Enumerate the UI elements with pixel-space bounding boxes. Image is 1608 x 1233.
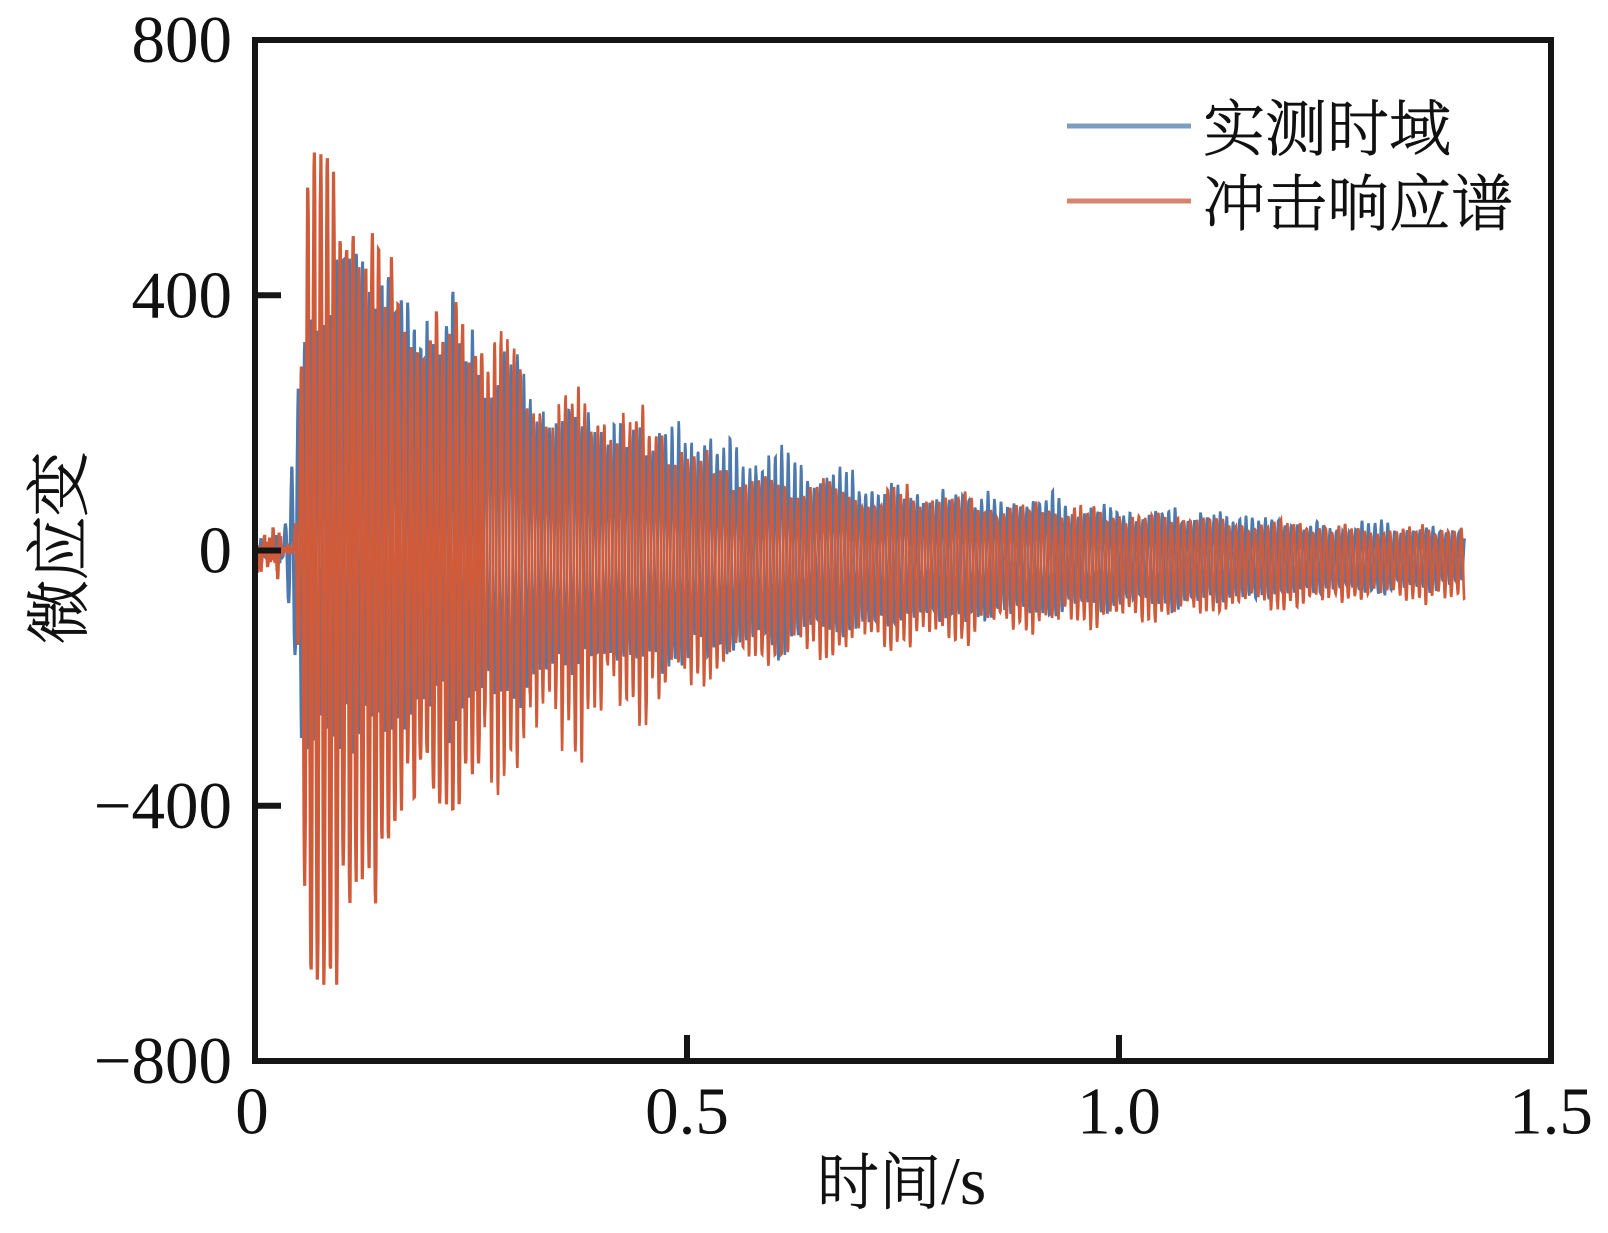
svg-text:−800: −800 bbox=[94, 1024, 232, 1098]
svg-text:400: 400 bbox=[132, 258, 233, 332]
svg-text:800: 800 bbox=[132, 3, 233, 77]
svg-text:/s: /s bbox=[941, 1143, 986, 1219]
svg-text:0.5: 0.5 bbox=[645, 1075, 729, 1149]
svg-text:1.5: 1.5 bbox=[1509, 1075, 1593, 1149]
svg-text:−400: −400 bbox=[94, 769, 232, 843]
svg-text:0: 0 bbox=[235, 1075, 269, 1149]
svg-text:0: 0 bbox=[199, 514, 233, 588]
svg-text:1.0: 1.0 bbox=[1077, 1075, 1161, 1149]
